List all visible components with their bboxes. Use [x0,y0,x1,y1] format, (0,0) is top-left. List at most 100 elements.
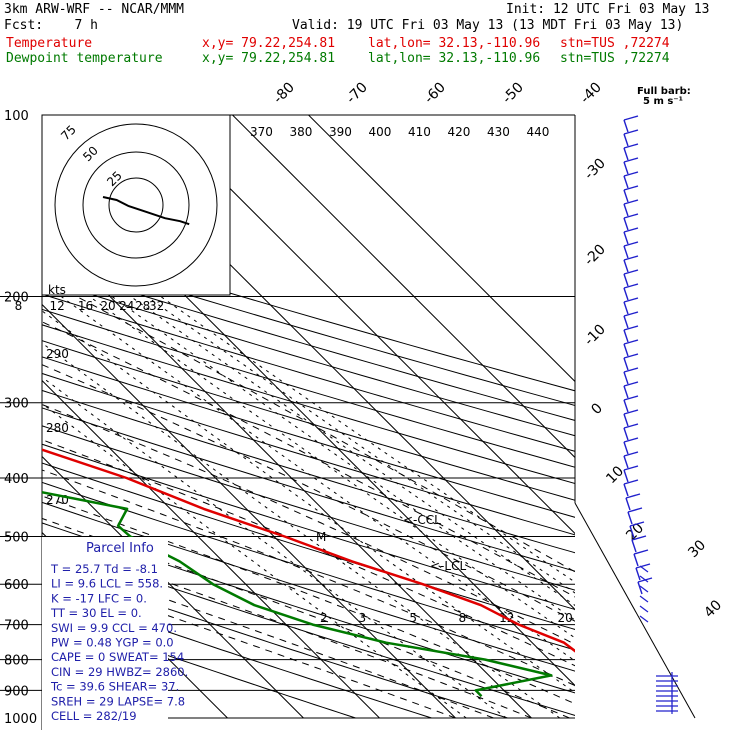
theta-e-label: 410 [408,125,431,139]
wind-barb [623,147,629,161]
wind-barb [629,525,635,539]
wind-barb [623,357,629,371]
pressure-label: 900 [4,684,29,699]
isotherm-line [42,379,380,719]
hodograph-ring [108,177,164,233]
wind-barb [623,217,629,231]
init-time: Init: 12 UTC Fri 03 May 13 [506,2,710,17]
wind-barb [627,507,643,513]
annotations: <-CCL <-LCL M [316,513,466,573]
pressure-label: 600 [4,578,29,593]
forecast-hour: Fcst: 7 h [4,18,98,33]
wind-barb [623,129,639,135]
wind-barb [625,497,631,511]
hodograph-trace [102,196,190,226]
parcel-info-line: T = 25.7 Td = -8.1 [50,562,158,576]
wind-barb [623,213,639,219]
wind-barb [623,157,639,163]
dry-adiabat-line [42,308,575,468]
parcel-info-title: Parcel Info [86,541,154,556]
mixing-ratio-line [130,296,575,607]
wind-barb [623,371,629,385]
isotherm-label: -10 [581,321,608,348]
hodograph-unit-label: kts [48,283,66,297]
wind-barb [623,287,629,301]
right-slant-frame [574,502,696,719]
pressure-label: 100 [4,109,29,124]
isotherm-label: -50 [499,79,526,106]
isotherm-label: -80 [270,79,297,106]
isotherm-label: 10 [603,463,627,487]
parcel-info-line: CIN = 29 HWBZ= 2860. [51,665,188,679]
mixing-ratio-label: 12 [50,299,65,313]
temperature-legend: Temperature [6,36,93,51]
pressure-label: 500 [4,530,29,545]
temperature-xy: x,y= 79.22,254.81 [202,36,336,51]
dry-adiabat-line [42,264,575,421]
wind-barb [623,423,639,429]
isotherm-label: 0 [588,400,606,418]
wind-barb [623,283,639,289]
isotherm-label: -20 [581,241,608,268]
dry-adiabat-line [42,293,575,452]
parcel-info-panel: Parcel Info T = 25.7 Td = -8.1LI = 9.6 LC… [42,537,188,730]
temperature-station: stn=TUS ,72274 [560,36,670,51]
dry-adiabat-line [42,250,575,406]
hodograph-ring [82,151,190,259]
mixing-ratio-label: 24 [119,299,134,313]
dry-adiabat-line [42,340,575,501]
wind-barb [623,409,639,415]
mixing-ratio-label: 28 [135,299,150,313]
dewpoint-line [42,490,553,698]
parcel-info-line: Tc = 39.6 SHEAR= 37. [50,680,179,694]
temperature-latlon: lat,lon= 32.13,-110.96 [368,36,541,51]
dry-adiabat-line [42,565,508,719]
mixing-ratio-label: 5 [409,611,417,625]
parcel-info-background [42,537,168,730]
theta-e-label: 370 [250,125,273,139]
dry-adiabat-line [42,425,575,591]
moist-adiabat-line [42,570,456,719]
parcel-info-line: CAPE = 0 SWEAT= 154 [51,650,184,664]
theta-e-label: 420 [448,125,471,139]
dewpoint-legend: Dewpoint temperature [6,51,163,66]
mixing-ratio-label: 32 [149,299,164,313]
m-marker: M [316,530,326,544]
wind-barb [623,203,629,217]
mixing-ratio-line [42,342,561,719]
mixing-ratio-line [111,296,575,621]
dry-adiabat-line [42,443,575,611]
wind-barb [623,455,629,469]
model-title: 3km ARW-WRF -- NCAR/MMM [4,2,185,17]
mixing-ratio-line [146,296,575,594]
dry-adiabat-line [42,588,432,719]
isotherm-label: 40 [701,597,725,621]
wind-barb [639,585,649,593]
wind-barb [623,315,629,329]
hodograph-box [41,114,231,296]
wind-barb [633,549,649,555]
wind-barb [633,553,639,567]
wind-barb [623,255,639,261]
wind-barb [623,119,629,133]
theta-e-label: 400 [369,125,392,139]
wind-barb [623,367,639,373]
mixing-ratio-label: 2 [320,611,328,625]
sounding-series [42,448,575,698]
parcel-info-line: CELL = 282/19 [51,709,137,723]
isotherm-line [232,115,575,459]
dewpoint-station: stn=TUS ,72274 [560,51,670,66]
wind-barb [623,269,639,275]
wind-barb [623,437,639,443]
mixing-ratio-label: 16 [78,299,93,313]
theta-e-label: 440 [527,125,550,139]
mixing-ratio-label: 3 [359,611,367,625]
wind-barb [623,273,629,287]
parcel-info-line: LI = 9.6 LCL = 558. [51,577,163,591]
dry-adiabat-line [42,611,356,719]
isotherm-label: -40 [577,79,604,106]
wind-barb [631,535,647,541]
wind-barb [623,325,639,331]
wind-barb [623,427,629,441]
dewpoint-latlon: lat,lon= 32.13,-110.96 [368,51,541,66]
